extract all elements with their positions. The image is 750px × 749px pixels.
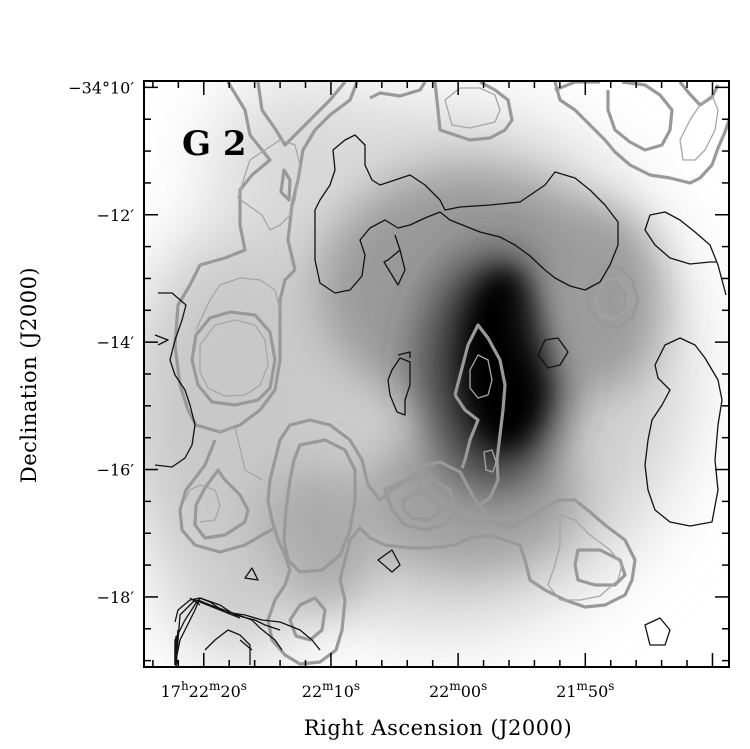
thin-gray-contours bbox=[184, 87, 719, 601]
panel-label: G 2 bbox=[182, 124, 247, 164]
x-tick-label: 22m00s bbox=[429, 679, 487, 701]
thick-gray-contours bbox=[173, 82, 729, 666]
contour-lines bbox=[154, 82, 729, 667]
tick-marks bbox=[144, 81, 729, 667]
x-tick-label: 17h22m20s bbox=[161, 679, 247, 701]
x-tick-label: 22m10s bbox=[302, 679, 360, 701]
x-axis-title: Right Ascension (J2000) bbox=[304, 716, 572, 740]
x-tick-label: 21m50s bbox=[556, 679, 614, 701]
x-tick-labels: 17h22m20s 22m10s 22m00s 21m50s bbox=[161, 679, 615, 701]
y-axis-title: Declination (J2000) bbox=[17, 267, 41, 483]
y-tick-label: −12′ bbox=[97, 206, 135, 225]
y-tick-label: −18′ bbox=[97, 588, 135, 607]
y-tick-labels: −34°10′ −12′ −14′ −16′ −18′ bbox=[68, 78, 134, 607]
y-tick-label: −16′ bbox=[97, 461, 135, 480]
bottom-dark-contour bbox=[174, 599, 283, 667]
y-tick-label: −34°10′ bbox=[68, 78, 134, 97]
y-tick-label: −14′ bbox=[97, 333, 135, 352]
